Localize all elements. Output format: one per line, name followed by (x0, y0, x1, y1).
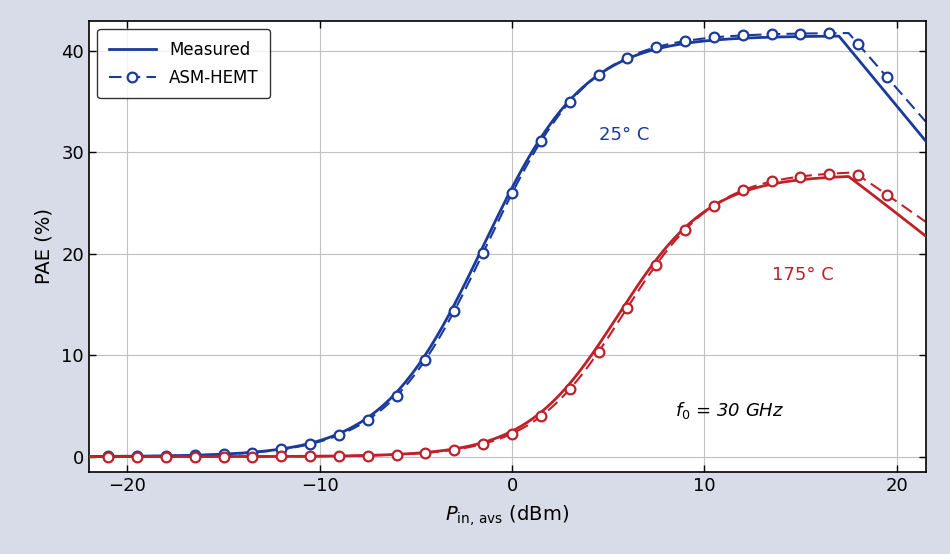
Text: 175° C: 175° C (771, 266, 833, 284)
X-axis label: $P_\mathrm{in,\,avs}$ (dBm): $P_\mathrm{in,\,avs}$ (dBm) (446, 503, 569, 528)
Text: 25° C: 25° C (598, 126, 649, 144)
Y-axis label: PAE (%): PAE (%) (34, 208, 53, 284)
Text: $f_0$ = 30 GHz: $f_0$ = 30 GHz (675, 400, 785, 421)
Legend: Measured, ASM-HEMT: Measured, ASM-HEMT (97, 29, 270, 98)
